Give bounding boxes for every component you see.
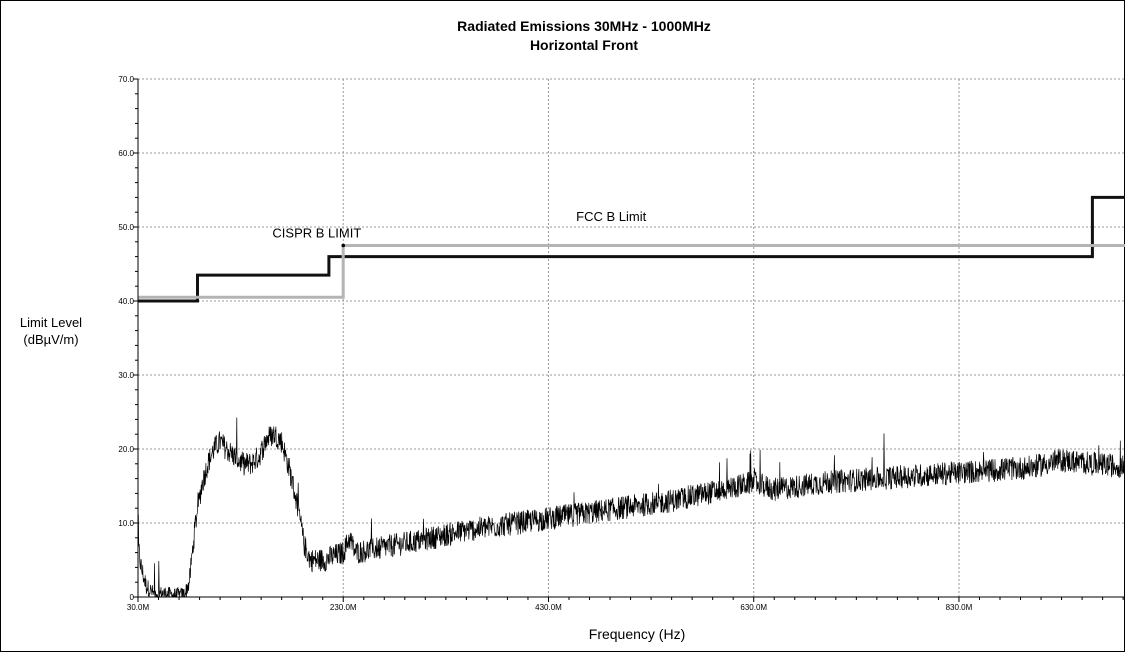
y-tick-label: 30.0 — [118, 371, 134, 380]
axis-ticks: 0 10.0 20.0 30.0 40.0 50.0 60.0 70.0 30.0M 230.0M… — [118, 75, 1124, 612]
annotation-label: FCC B Limit — [576, 209, 646, 224]
grid-lines — [138, 78, 1125, 597]
y-axis-label-line1: Limit Level — [20, 315, 82, 330]
x-tick-label: 630.0M — [740, 603, 767, 612]
y-tick-label: 70.0 — [118, 75, 134, 84]
measurement-trace — [137, 417, 1125, 599]
x-tick-label: 430.0M — [535, 603, 562, 612]
y-tick-label: 40.0 — [118, 297, 134, 306]
chart-title: Radiated Emissions 30MHz - 1000MHz — [457, 18, 711, 34]
y-tick-label: 60.0 — [118, 149, 134, 158]
y-tick-label: 20.0 — [118, 445, 134, 454]
y-axis-label-line2: (dBµV/m) — [23, 332, 78, 347]
x-tick-label: 30.0M — [127, 603, 150, 612]
y-tick-label: 10.0 — [118, 519, 134, 528]
x-tick-label: 230.0M — [330, 603, 357, 612]
fcc-b-limit-line — [138, 244, 1125, 299]
chart-subtitle: Horizontal Front — [530, 37, 638, 53]
y-tick-label: 50.0 — [118, 223, 134, 232]
series-layer — [137, 195, 1125, 599]
x-tick-label: 830.0M — [946, 603, 973, 612]
annotation-label: CISPR B LIMIT — [272, 225, 361, 240]
y-tick-label: 0 — [130, 593, 135, 602]
marker-point — [341, 243, 346, 248]
annotations-layer: CISPR B LIMIT FCC B Limit — [272, 209, 646, 240]
x-axis-label: Frequency (Hz) — [589, 626, 685, 642]
